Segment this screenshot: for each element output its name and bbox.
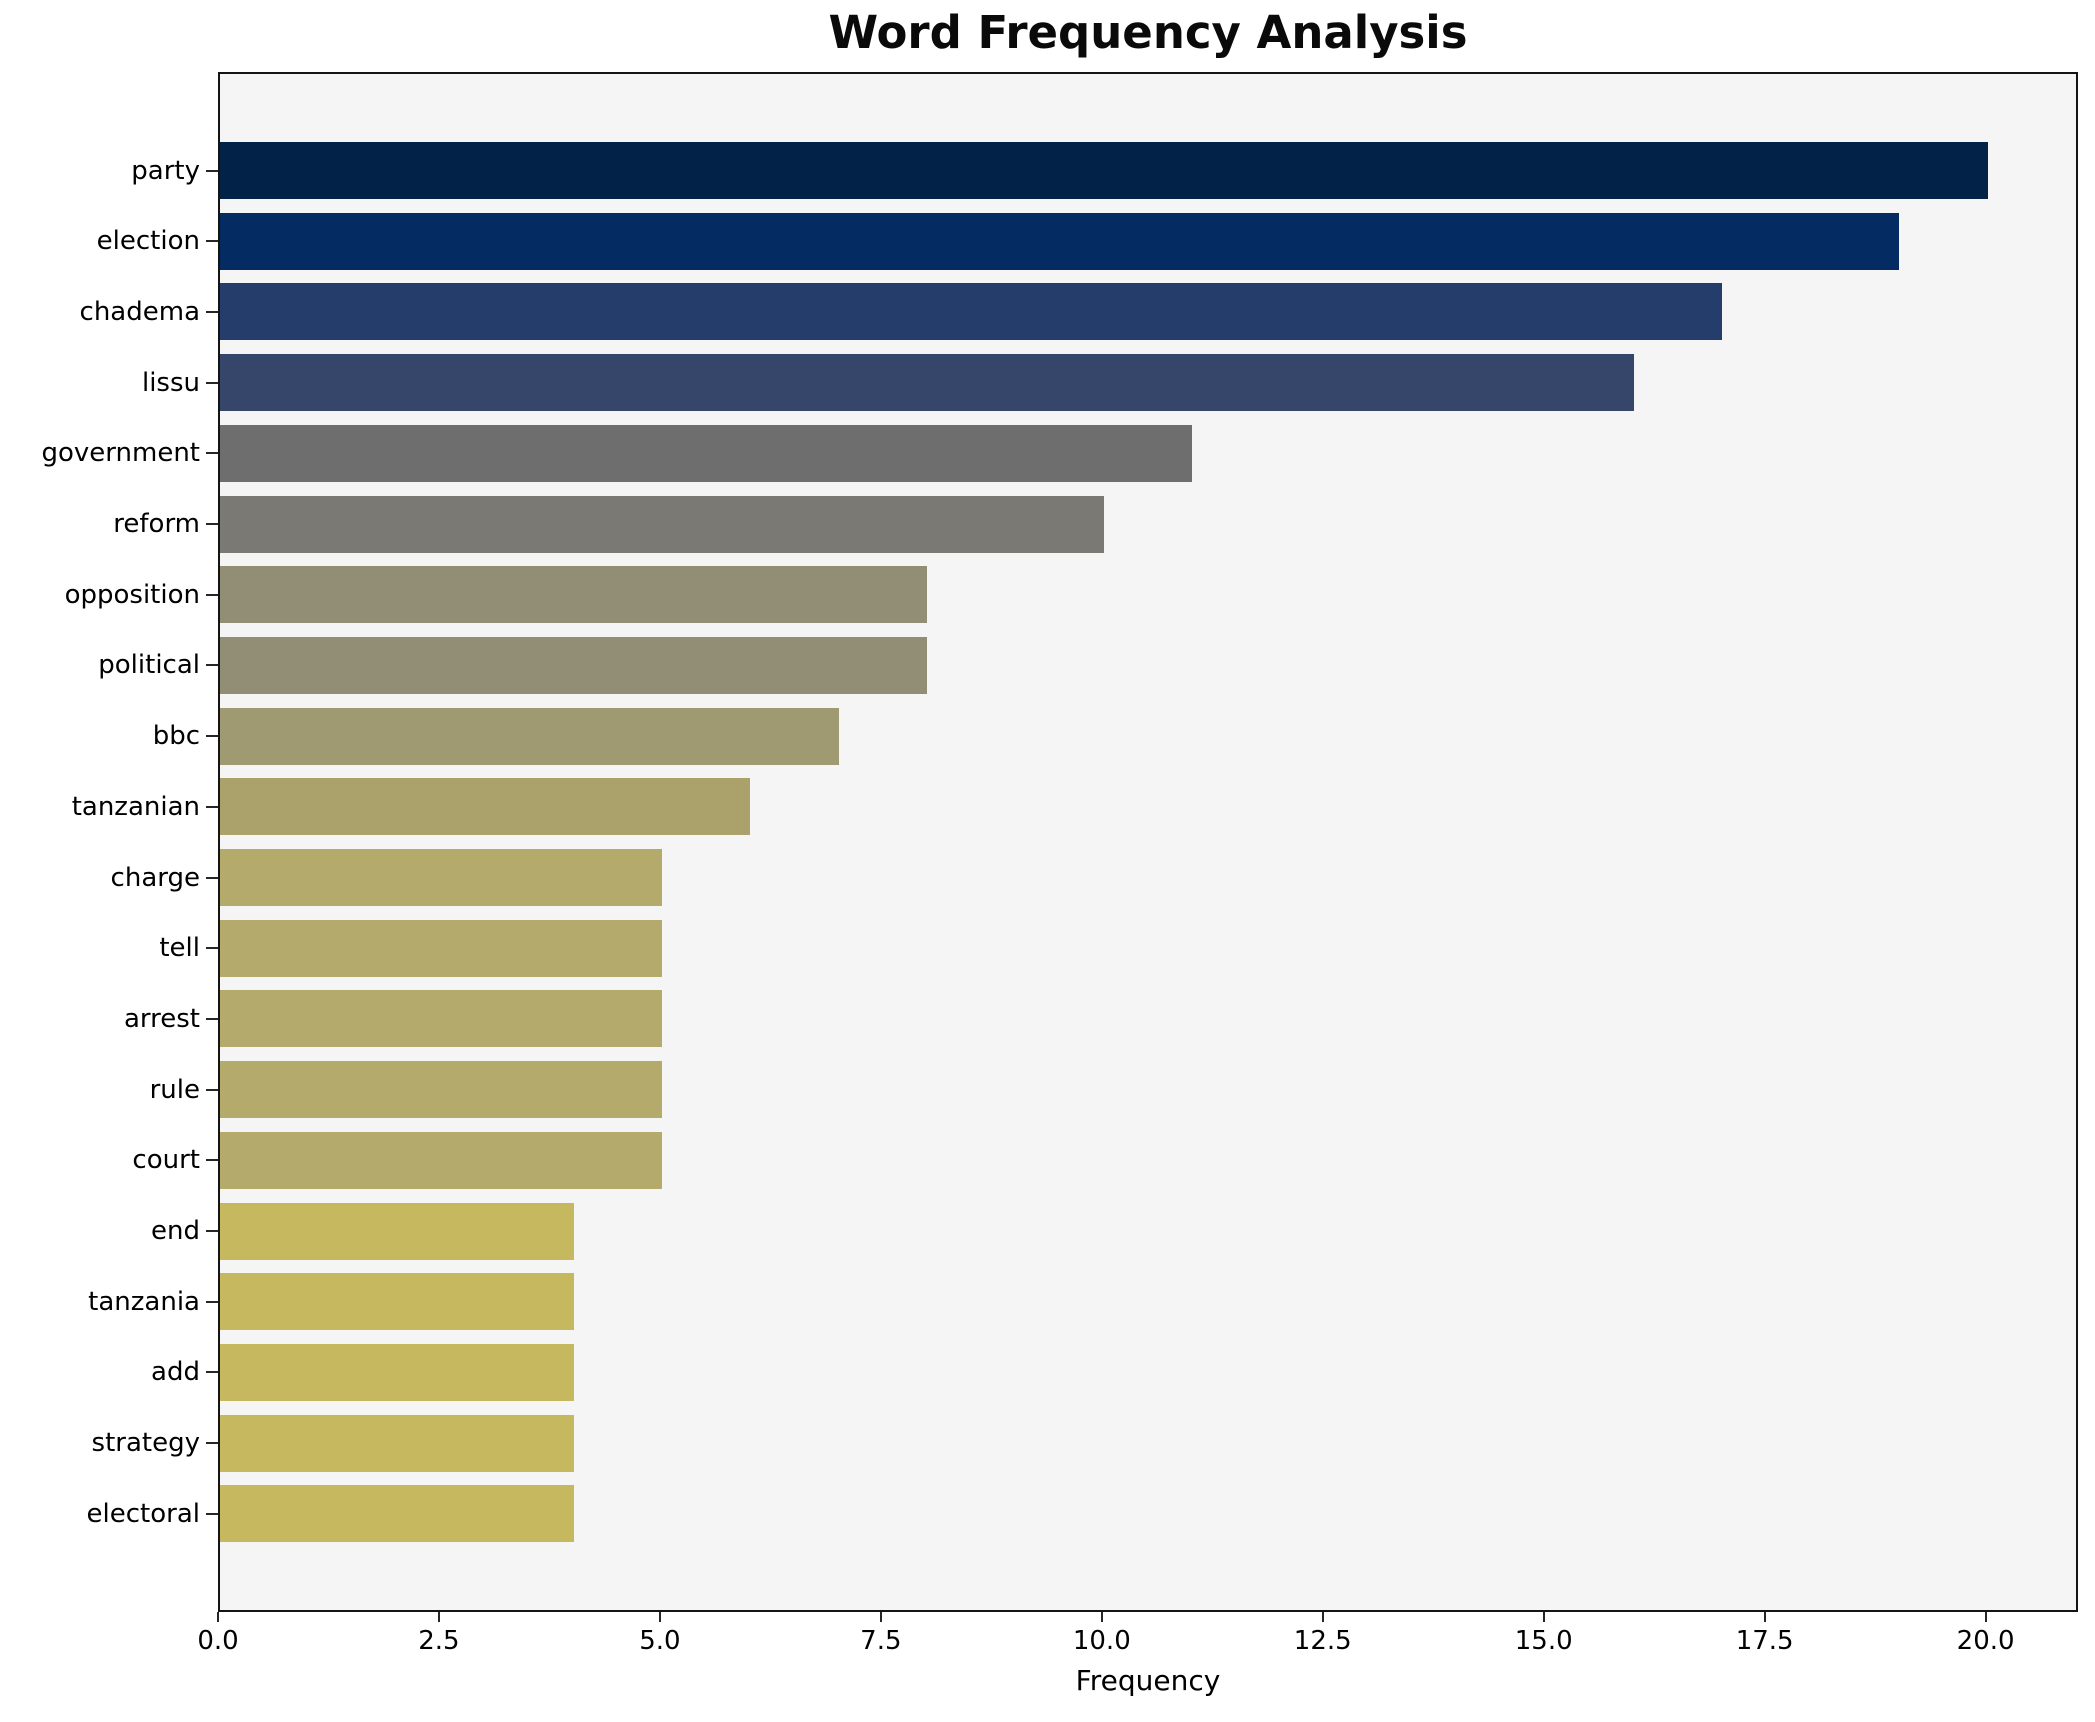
x-tick-label-17.5: 17.5 <box>1735 1626 1794 1656</box>
y-tick-label-charge: charge <box>110 862 200 893</box>
x-tick-label-10.0: 10.0 <box>1072 1626 1131 1656</box>
bar-tanzanian <box>220 778 751 836</box>
y-tick-label-lissu: lissu <box>141 367 200 398</box>
bar-tell <box>220 919 662 977</box>
x-tick-mark <box>1542 1612 1545 1622</box>
y-tick-mark <box>206 1017 218 1020</box>
bar-reform <box>220 495 1104 553</box>
y-tick-mark <box>206 1230 218 1232</box>
y-tick-label-court: court <box>132 1145 200 1176</box>
x-tick-label-20.0: 20.0 <box>1956 1626 2015 1656</box>
y-tick-mark <box>206 381 218 384</box>
x-tick-mark <box>1763 1612 1766 1622</box>
y-tick-mark <box>206 1371 218 1374</box>
y-tick-label-rule: rule <box>149 1074 200 1105</box>
x-tick-label-0.0: 0.0 <box>197 1626 239 1656</box>
x-tick-mark <box>437 1612 440 1622</box>
y-tick-mark <box>206 1300 218 1303</box>
y-tick-mark <box>206 1088 218 1091</box>
x-tick-label-7.5: 7.5 <box>860 1626 902 1656</box>
bar-opposition <box>220 566 928 624</box>
y-tick-label-reform: reform <box>113 509 200 539</box>
bar-government <box>220 424 1193 482</box>
bar-strategy <box>220 1414 574 1472</box>
y-tick-mark <box>206 947 218 950</box>
y-tick-label-bbc: bbc <box>152 721 200 752</box>
y-tick-mark <box>206 452 218 455</box>
bar-end <box>220 1202 574 1260</box>
y-tick-label-political: political <box>98 650 200 681</box>
bar-add <box>220 1343 574 1401</box>
y-tick-label-tanzania: tanzania <box>88 1286 200 1317</box>
y-tick-label-opposition: opposition <box>64 579 200 610</box>
bar-election <box>220 212 1900 270</box>
bar-electoral <box>220 1485 574 1543</box>
y-tick-mark <box>206 735 218 738</box>
y-tick-label-government: government <box>41 438 200 469</box>
x-axis-title: Frequency <box>1075 1664 1221 1697</box>
bar-court <box>220 1131 662 1189</box>
y-tick-mark <box>206 1159 218 1162</box>
y-tick-label-arrest: arrest <box>123 1003 200 1034</box>
y-tick-label-add: add <box>151 1357 200 1388</box>
bar-bbc <box>220 707 839 765</box>
x-tick-mark <box>217 1612 219 1622</box>
x-tick-label-15.0: 15.0 <box>1514 1626 1573 1656</box>
y-tick-label-election: election <box>96 226 200 257</box>
bar-political <box>220 636 928 694</box>
y-tick-label-end: end <box>151 1216 200 1246</box>
y-tick-mark <box>206 664 218 667</box>
x-tick-label-5.0: 5.0 <box>639 1626 681 1656</box>
bar-chadema <box>220 283 1723 341</box>
x-tick-mark <box>1321 1612 1324 1622</box>
y-tick-mark <box>206 240 218 243</box>
x-tick-mark <box>879 1612 882 1622</box>
y-tick-mark <box>206 523 218 525</box>
x-tick-mark <box>1984 1612 1987 1622</box>
x-tick-label-2.5: 2.5 <box>418 1626 460 1656</box>
bar-party <box>220 142 1988 199</box>
bar-arrest <box>220 990 662 1048</box>
bar-lissu <box>220 354 1635 412</box>
y-tick-mark <box>206 169 218 172</box>
bar-rule <box>220 1061 662 1119</box>
bar-tanzania <box>220 1273 574 1331</box>
bar-charge <box>220 849 662 906</box>
y-tick-mark <box>206 876 218 879</box>
y-tick-label-electoral: electoral <box>86 1498 200 1529</box>
y-tick-label-chadema: chadema <box>79 296 200 327</box>
y-tick-label-strategy: strategy <box>91 1428 200 1459</box>
x-tick-mark <box>658 1612 661 1622</box>
x-tick-label-12.5: 12.5 <box>1293 1626 1352 1656</box>
x-tick-mark <box>1100 1612 1103 1622</box>
y-tick-mark <box>206 1442 218 1445</box>
y-tick-mark <box>206 310 218 313</box>
y-tick-mark <box>206 805 218 808</box>
y-tick-label-tanzanian: tanzanian <box>71 791 200 822</box>
y-tick-label-tell: tell <box>159 933 200 964</box>
y-tick-label-party: party <box>131 155 200 186</box>
y-tick-mark <box>206 593 218 596</box>
chart-title: Word Frequency Analysis <box>828 6 1468 59</box>
y-tick-mark <box>206 1512 218 1515</box>
